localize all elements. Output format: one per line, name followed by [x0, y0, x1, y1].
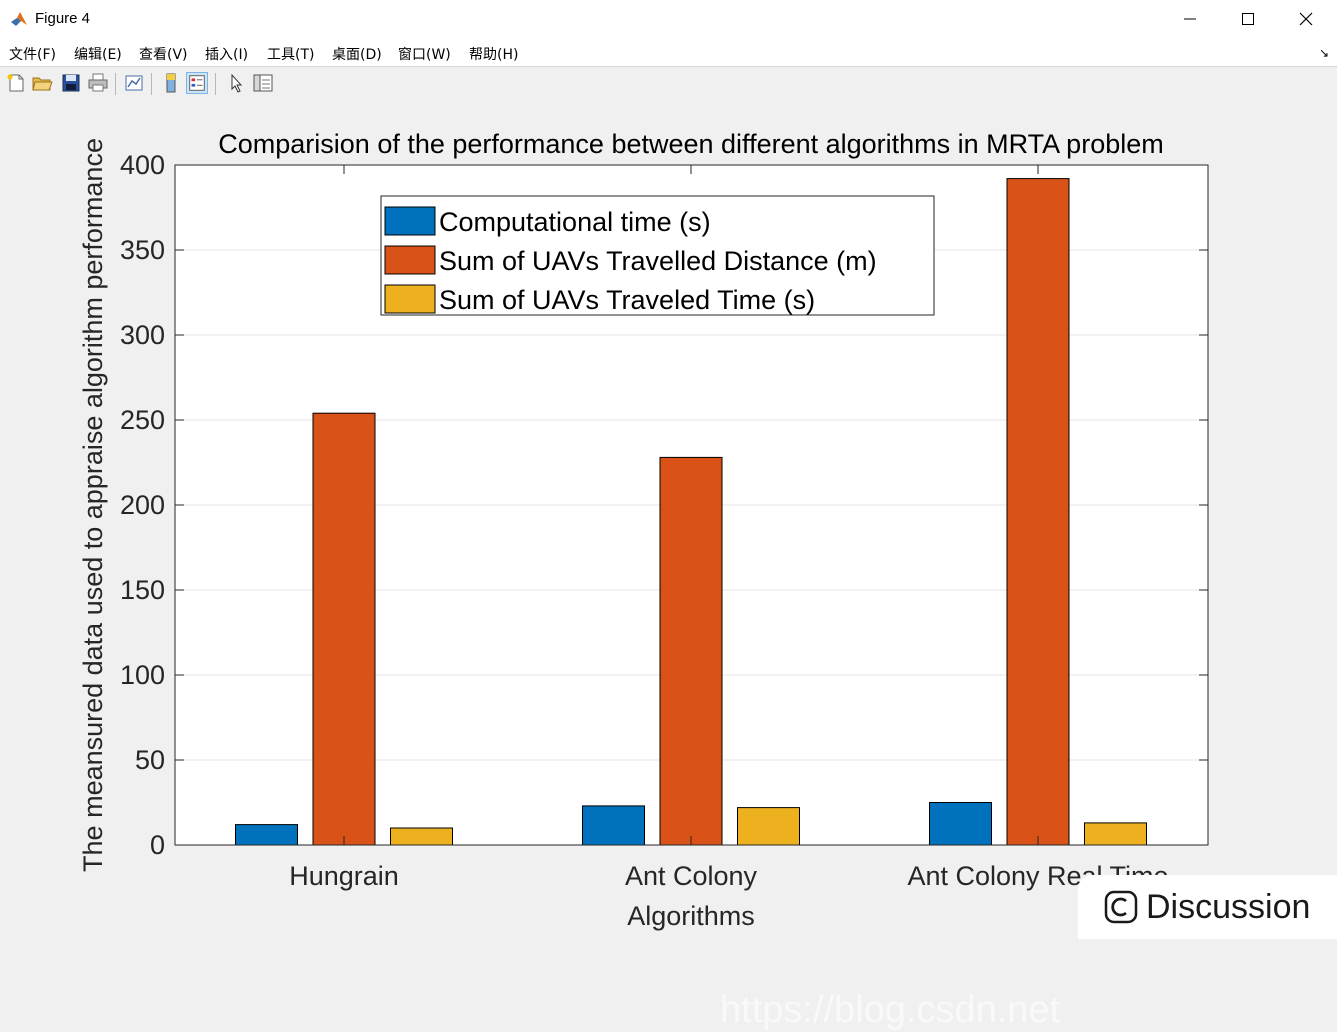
menu-edit[interactable]: 编辑(E)	[74, 47, 122, 63]
legend-entry: Sum of UAVs Travelled Distance (m)	[439, 246, 877, 276]
bar	[737, 807, 800, 846]
legend-entry: Computational time (s)	[439, 207, 711, 237]
menu-help[interactable]: 帮助(H)	[469, 47, 519, 63]
y-tick-label: 300	[120, 320, 165, 350]
close-button[interactable]	[1277, 0, 1335, 38]
toolbar-separator	[115, 73, 116, 95]
figure-canvas: 0 50 100 150 200 250 300 350 400 Hungrain Ant Col…	[0, 101, 1337, 1031]
bars	[235, 178, 1147, 846]
bar	[582, 805, 645, 846]
minimize-icon	[1184, 18, 1196, 20]
y-axis-label: The meansured data used to appraise algo…	[78, 138, 108, 872]
menu-collapse-arrow[interactable]: ↘	[1318, 46, 1329, 60]
y-tick-label: 150	[120, 575, 165, 605]
chart-title: Comparision of the performance between d…	[218, 129, 1163, 159]
bar	[390, 827, 453, 846]
bar	[235, 824, 298, 846]
bar	[1006, 178, 1070, 846]
watermark: https://blog.csdn.net	[720, 989, 1061, 1031]
bar	[659, 456, 723, 846]
y-tick-label: 100	[120, 660, 165, 690]
pointer-icon[interactable]	[225, 72, 247, 94]
link-plot-icon[interactable]	[123, 72, 145, 94]
title-bar: Figure 4	[0, 0, 1337, 38]
menu-bar: 文件(F) 编辑(E) 查看(V) 插入(I) 工具(T) 桌面(D) 窗口(W…	[0, 38, 1337, 66]
legend[interactable]: Computational time (s) Sum of UAVs Travel…	[380, 195, 935, 316]
minimize-button[interactable]	[1161, 0, 1219, 38]
maximize-button[interactable]	[1219, 0, 1277, 38]
y-tick-label: 250	[120, 405, 165, 435]
y-tick-label: 0	[150, 830, 165, 860]
copyright-c-icon	[1104, 890, 1138, 924]
x-axis-label: Algorithms	[627, 901, 755, 931]
menu-desktop[interactable]: 桌面(D)	[332, 47, 382, 63]
bar	[929, 802, 992, 846]
toolbar-separator	[215, 73, 216, 95]
bar	[312, 412, 376, 846]
menu-window[interactable]: 窗口(W)	[398, 47, 451, 63]
open-file-icon[interactable]	[31, 72, 53, 94]
print-icon[interactable]	[87, 72, 109, 94]
new-figure-icon[interactable]	[5, 72, 27, 94]
y-tick-label: 350	[120, 235, 165, 265]
legend-entry: Sum of UAVs Traveled Time (s)	[439, 285, 815, 315]
discussion-button[interactable]: Discussion	[1078, 875, 1337, 939]
maximize-icon	[1242, 13, 1254, 25]
window-title: Figure 4	[35, 10, 91, 27]
y-tick-label: 50	[135, 745, 165, 775]
menu-view[interactable]: 查看(V)	[139, 47, 188, 63]
bar-chart: 0 50 100 150 200 250 300 350 400 Hungrain Ant Col…	[78, 129, 1209, 931]
menu-tools[interactable]: 工具(T)	[267, 47, 315, 63]
matlab-logo-icon	[11, 12, 27, 26]
legend-icon[interactable]	[186, 72, 208, 94]
menu-file[interactable]: 文件(F)	[9, 47, 56, 63]
toolbar	[0, 66, 1337, 102]
x-tick-label: Ant Colony	[625, 861, 758, 891]
toolbar-separator	[151, 73, 152, 95]
legend-box	[380, 195, 935, 316]
bar	[1084, 822, 1147, 846]
legend-swatch	[384, 245, 436, 275]
y-tick-label: 200	[120, 490, 165, 520]
discussion-label: Discussion	[1146, 887, 1311, 926]
legend-swatch	[384, 206, 436, 236]
x-tick-label: Hungrain	[289, 861, 399, 891]
menu-insert[interactable]: 插入(I)	[205, 47, 249, 63]
save-icon[interactable]	[60, 72, 82, 94]
property-editor-icon[interactable]	[252, 72, 274, 94]
colorbar-icon[interactable]	[160, 72, 182, 94]
y-tick-label: 400	[120, 150, 165, 180]
y-axis: 0 50 100 150 200 250 300 350 400	[120, 150, 1208, 860]
close-icon	[1299, 12, 1313, 26]
legend-swatch	[384, 284, 436, 314]
